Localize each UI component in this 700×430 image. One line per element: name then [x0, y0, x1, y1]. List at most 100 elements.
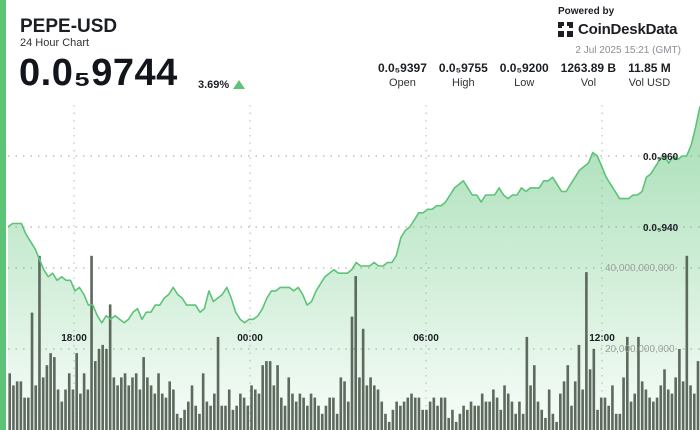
volume-bar: [328, 397, 331, 430]
volume-bar: [265, 361, 268, 430]
volume-bar: [276, 365, 279, 430]
volume-bar: [354, 276, 358, 430]
volume-bar: [131, 377, 134, 430]
volume-bar: [93, 361, 97, 430]
volume-bar: [666, 389, 670, 430]
volume-bar: [64, 389, 67, 430]
volume-bar: [213, 393, 216, 430]
volume-bar: [458, 413, 462, 430]
price-tick-label: 0.0₅940: [643, 223, 679, 234]
volume-bar: [105, 349, 108, 430]
volume-bar: [365, 385, 369, 430]
volume-bar: [611, 385, 614, 430]
volume-bar: [108, 304, 112, 430]
volume-bar: [41, 377, 45, 430]
volume-bar: [536, 401, 540, 430]
volume-bar: [172, 389, 175, 430]
stat-value: 0.0₅9755: [438, 61, 488, 75]
stat-value: 11.85 M: [628, 61, 671, 75]
volume-bar: [559, 393, 562, 430]
volume-bar: [350, 316, 354, 430]
volume-bar: [402, 401, 406, 430]
volume-bar: [38, 255, 41, 430]
volume-bar: [480, 393, 484, 430]
volume-bar: [306, 405, 309, 430]
volume-bar: [120, 377, 123, 430]
volume-bar: [346, 401, 350, 430]
volume-bar: [395, 401, 398, 430]
volume-bar: [462, 405, 465, 430]
volume-bar: [454, 421, 458, 430]
volume-bar: [585, 272, 588, 430]
volume-bar: [547, 389, 551, 430]
volume-bar: [153, 393, 157, 430]
volume-bar: [544, 417, 547, 430]
volume-bar: [294, 401, 298, 430]
volume-bar: [205, 401, 209, 430]
volume-bar: [250, 385, 253, 430]
volume-bar: [317, 405, 320, 430]
brand-logo[interactable]: CoinDeskData: [558, 21, 677, 38]
volume-bar: [309, 393, 313, 430]
volume-bar: [224, 405, 227, 430]
volume-bar: [164, 397, 168, 430]
volume-bar: [343, 381, 346, 430]
volume-bar: [227, 389, 231, 430]
volume-bar: [599, 397, 603, 430]
volume-bar: [663, 369, 666, 430]
volume-bar: [12, 385, 15, 430]
volume-bar: [179, 417, 183, 430]
volume-bar: [678, 349, 681, 430]
volume-bar: [235, 405, 238, 430]
volume-bar: [268, 361, 272, 430]
volume-bar: [384, 413, 387, 430]
stat-label: High: [452, 77, 475, 89]
volume-bar: [506, 393, 510, 430]
volume-bar: [23, 397, 26, 430]
volume-bar: [134, 373, 138, 430]
volume-bar: [272, 385, 276, 430]
volume-bar: [146, 377, 149, 430]
volume-bar: [142, 357, 145, 430]
stat-label: Vol USD: [628, 77, 671, 89]
accent-bar: [0, 0, 6, 430]
volume-bar: [492, 389, 495, 430]
volume-bar: [488, 401, 491, 430]
volume-bar: [201, 373, 205, 430]
price-change: 3.69%: [198, 79, 230, 91]
volume-bar: [27, 397, 30, 430]
volume-bar: [555, 421, 558, 430]
asset-symbol: PEPE-USD: [20, 16, 118, 37]
current-price: 0.0₅9744: [19, 52, 178, 94]
stat-low: 0.0₅9200 Low: [500, 61, 549, 89]
stat-high: 0.0₅9755 High: [439, 61, 488, 89]
volume-tick-label: 40,000,000,000: [605, 263, 675, 274]
chart-subtitle: 24 Hour Chart: [20, 37, 90, 49]
volume-bar: [443, 397, 447, 430]
volume-bar: [618, 413, 622, 430]
stat-value: 0.0₅9200: [499, 61, 549, 75]
volume-bar: [257, 393, 261, 430]
volume-bar: [60, 401, 64, 430]
volume-bar: [495, 397, 499, 430]
volume-bar: [447, 417, 451, 430]
volume-bar: [469, 401, 473, 430]
time-tick-label: 18:00: [61, 333, 87, 344]
volume-bar: [253, 389, 257, 430]
volume-bar: [659, 385, 663, 430]
volume-bar: [186, 401, 190, 430]
brand-name: CoinDeskData: [578, 21, 678, 38]
volume-bar: [473, 405, 477, 430]
volume-bar: [358, 377, 361, 430]
volume-bar: [79, 393, 82, 430]
volume-bar: [514, 413, 517, 430]
volume-bar: [82, 373, 86, 430]
volume-bar: [19, 381, 23, 430]
stat-volume-usd: 11.85 M Vol USD: [628, 61, 671, 89]
volume-bar: [387, 421, 391, 430]
volume-bar: [614, 413, 618, 430]
volume-bar: [525, 336, 529, 430]
volume-bar: [138, 389, 142, 430]
volume-bar: [242, 397, 246, 430]
